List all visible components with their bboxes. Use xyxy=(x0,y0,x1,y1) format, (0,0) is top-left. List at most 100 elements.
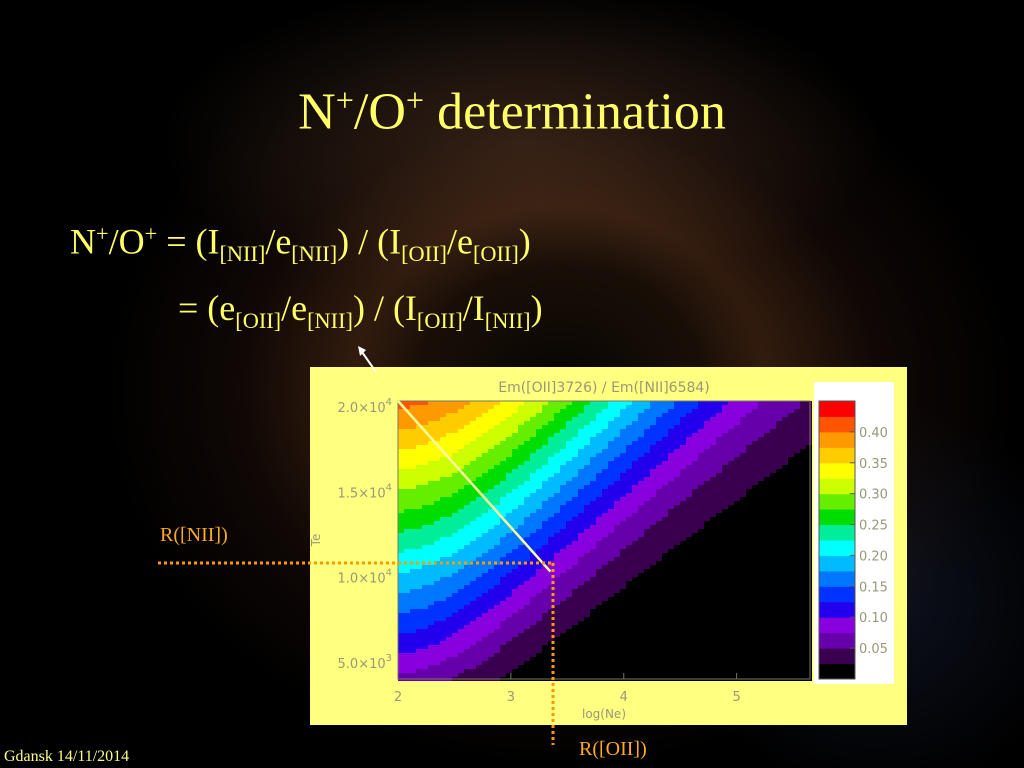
heatmap-cell xyxy=(728,565,734,569)
heatmap-cell xyxy=(554,665,560,669)
heatmap-cell xyxy=(770,549,776,553)
heatmap-cell xyxy=(710,525,716,529)
heatmap-cell xyxy=(764,597,770,601)
heatmap-cell xyxy=(626,521,632,525)
heatmap-cell xyxy=(608,665,614,669)
heatmap-cell xyxy=(578,613,584,617)
heatmap-cell xyxy=(800,533,806,537)
heatmap-cell xyxy=(740,485,746,489)
heatmap-cell xyxy=(788,521,794,525)
heatmap-cell xyxy=(692,525,698,529)
heatmap-cell xyxy=(488,489,494,493)
heatmap-cell xyxy=(440,453,446,457)
heatmap-cell xyxy=(590,409,596,413)
heatmap-cell xyxy=(782,437,788,441)
heatmap-cell xyxy=(530,605,536,609)
heatmap-cell xyxy=(692,405,698,409)
heatmap-cell xyxy=(422,421,428,425)
heatmap-cell xyxy=(422,409,428,413)
heatmap-cell xyxy=(578,449,584,453)
heatmap-cell xyxy=(554,421,560,425)
heatmap-cell xyxy=(500,473,506,477)
heatmap-cell xyxy=(410,473,416,477)
heatmap-cell xyxy=(506,449,512,453)
heatmap-cell xyxy=(740,645,746,649)
heatmap-cell xyxy=(464,481,470,485)
heatmap-cell xyxy=(686,621,692,625)
heatmap-cell xyxy=(674,629,680,633)
heatmap-cell xyxy=(620,565,626,569)
heatmap-cell xyxy=(668,517,674,521)
heatmap-cell xyxy=(524,461,530,465)
heatmap-cell xyxy=(548,405,554,409)
heatmap-cell xyxy=(578,417,584,421)
heatmap-cell xyxy=(572,593,578,597)
heatmap-cell xyxy=(686,581,692,585)
heatmap-cell xyxy=(698,429,704,433)
heatmap-cell xyxy=(770,525,776,529)
heatmap-cell xyxy=(584,545,590,549)
heatmap-cell xyxy=(716,505,722,509)
heatmap-cell xyxy=(446,581,452,585)
heatmap-cell xyxy=(656,529,662,533)
heatmap-cell xyxy=(800,661,806,665)
heatmap-cell xyxy=(680,533,686,537)
heatmap-cell xyxy=(656,461,662,465)
heatmap-cell xyxy=(446,429,452,433)
heatmap-cell xyxy=(428,569,434,573)
heatmap-cell xyxy=(704,509,710,513)
heatmap-cell xyxy=(398,601,404,605)
heatmap-cell xyxy=(584,481,590,485)
heatmap-cell xyxy=(698,413,704,417)
heatmap-cell xyxy=(680,605,686,609)
heatmap-cell xyxy=(764,605,770,609)
heatmap-cell xyxy=(542,465,548,469)
heatmap-cell xyxy=(650,465,656,469)
heatmap-cell xyxy=(788,441,794,445)
heatmap-cell xyxy=(548,537,554,541)
heatmap-cell xyxy=(398,405,404,409)
heatmap-cell xyxy=(422,605,428,609)
heatmap-cell xyxy=(524,645,530,649)
heatmap-cell xyxy=(596,653,602,657)
heatmap-cell xyxy=(776,409,782,413)
heatmap-cell xyxy=(518,565,524,569)
heatmap-cell xyxy=(584,533,590,537)
heatmap-cell xyxy=(506,633,512,637)
heatmap-cell xyxy=(686,569,692,573)
heatmap-cell xyxy=(590,401,596,405)
heatmap-cell xyxy=(692,549,698,553)
heatmap-cell xyxy=(488,613,494,617)
heatmap-cell xyxy=(506,453,512,457)
heatmap-cell xyxy=(758,637,764,641)
heatmap-cell xyxy=(488,501,494,505)
heatmap-cell xyxy=(578,537,584,541)
heatmap-cell xyxy=(590,625,596,629)
heatmap-cell xyxy=(776,569,782,573)
heatmap-cell xyxy=(452,605,458,609)
heatmap-cell xyxy=(614,549,620,553)
heatmap-cell xyxy=(464,573,470,577)
heatmap-cell xyxy=(806,409,812,413)
heatmap-cell xyxy=(728,469,734,473)
heatmap-cell xyxy=(482,589,488,593)
heatmap-cell xyxy=(614,521,620,525)
heatmap-cell xyxy=(422,665,428,669)
heatmap-cell xyxy=(500,409,506,413)
heatmap-cell xyxy=(680,501,686,505)
heatmap-cell xyxy=(806,453,812,457)
heatmap-cell xyxy=(764,465,770,469)
heatmap-cell xyxy=(746,529,752,533)
heatmap-cell xyxy=(644,461,650,465)
heatmap-cell xyxy=(710,513,716,517)
heatmap-cell xyxy=(530,513,536,517)
heatmap-cell xyxy=(776,437,782,441)
heatmap-cell xyxy=(494,585,500,589)
heatmap-cell xyxy=(470,585,476,589)
heatmap-cell xyxy=(692,529,698,533)
heatmap-cell xyxy=(806,569,812,573)
heatmap-cell xyxy=(416,557,422,561)
heatmap-cell xyxy=(674,569,680,573)
heatmap-cell xyxy=(398,645,404,649)
heatmap-cell xyxy=(476,653,482,657)
